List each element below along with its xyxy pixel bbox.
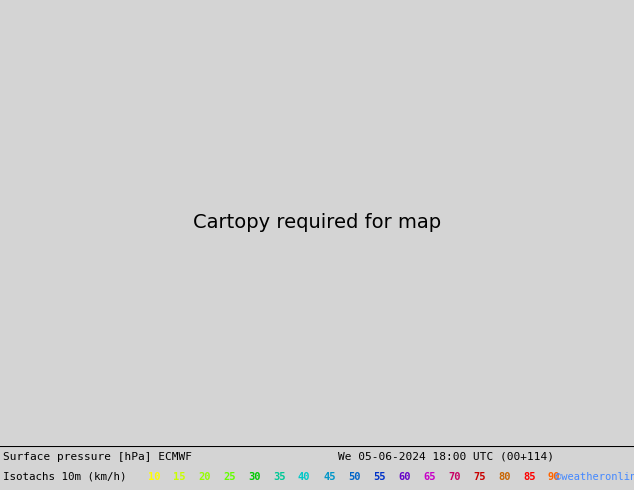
- Text: 15: 15: [173, 472, 186, 482]
- Text: 75: 75: [473, 472, 486, 482]
- Text: 25: 25: [223, 472, 235, 482]
- Text: Cartopy required for map: Cartopy required for map: [193, 214, 441, 232]
- Text: 40: 40: [298, 472, 311, 482]
- Text: ©weatheronline.co.uk: ©weatheronline.co.uk: [555, 472, 634, 482]
- Text: 30: 30: [248, 472, 261, 482]
- Text: 50: 50: [348, 472, 361, 482]
- Text: 60: 60: [398, 472, 410, 482]
- Text: 65: 65: [423, 472, 436, 482]
- Text: 85: 85: [523, 472, 536, 482]
- Text: 35: 35: [273, 472, 285, 482]
- Text: 90: 90: [548, 472, 560, 482]
- Text: We 05-06-2024 18:00 UTC (00+114): We 05-06-2024 18:00 UTC (00+114): [338, 452, 554, 462]
- Text: Surface pressure [hPa] ECMWF: Surface pressure [hPa] ECMWF: [3, 452, 192, 462]
- Text: 20: 20: [198, 472, 210, 482]
- Text: 45: 45: [323, 472, 335, 482]
- Text: 55: 55: [373, 472, 385, 482]
- Text: 80: 80: [498, 472, 510, 482]
- Text: 10: 10: [148, 472, 160, 482]
- Text: Isotachs 10m (km/h): Isotachs 10m (km/h): [3, 472, 133, 482]
- Text: 70: 70: [448, 472, 460, 482]
